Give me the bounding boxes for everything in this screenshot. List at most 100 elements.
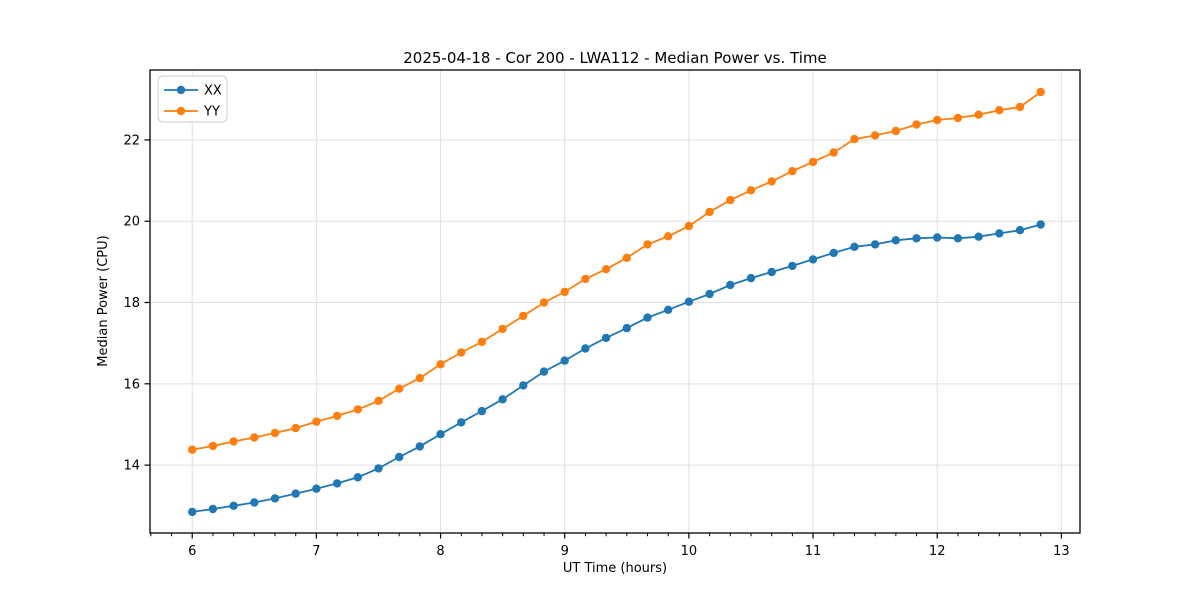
data-point [353,405,362,414]
x-tick-label: 8 [436,544,444,559]
data-point [684,221,694,231]
x-tick-label: 12 [929,544,946,559]
data-point [457,418,466,427]
data-point [891,236,900,245]
data-point [291,489,300,498]
series-xx [188,220,1045,517]
x-axis-label: UT Time (hours) [563,561,667,576]
data-point [767,177,776,186]
data-point [560,287,569,297]
data-point [353,473,362,482]
data-point [1015,226,1025,235]
data-point [829,248,838,258]
data-point [974,110,983,119]
data-point [912,234,921,243]
y-tick-label: 16 [123,377,140,392]
data-point [953,234,963,243]
data-point [250,433,259,442]
data-point [270,494,280,503]
data-point [208,441,218,451]
data-point [581,274,590,284]
data-point [395,452,404,462]
legend-label-yy: YY [203,105,220,120]
data-point [415,442,424,451]
data-point [912,120,921,129]
data-point [208,504,218,514]
series-line-yy [192,91,1042,451]
axis-ticks [144,139,1062,539]
data-point [560,356,569,365]
data-point [643,313,652,322]
data-point [601,333,611,343]
data-point [519,311,528,321]
data-point [539,298,549,307]
data-point [270,428,280,438]
data-point [498,324,507,334]
data-point [664,232,673,241]
data-point [519,381,528,390]
data-point [870,131,880,140]
x-tick-label: 10 [681,544,698,559]
data-point [705,289,714,299]
data-point [622,253,631,262]
data-point [870,240,880,249]
legend-marker-xx [176,85,186,95]
data-point [995,229,1004,238]
data-point [498,395,507,404]
legend-marker-yy [176,106,186,116]
data-series [188,87,1045,517]
data-point [581,344,590,353]
data-point [995,106,1004,115]
data-point [705,207,714,217]
y-tick-label: 14 [123,459,140,474]
data-point [374,464,383,473]
data-point [332,411,342,421]
data-point [808,157,818,167]
data-point [457,348,466,357]
legend-entry-yy: YY [164,105,220,120]
series-line-xx [192,223,1041,513]
data-point [332,479,342,488]
data-point [788,261,797,271]
data-point [1015,102,1025,112]
data-point [643,240,652,249]
series-yy [188,87,1045,454]
data-point [808,255,818,264]
y-axis-label: Median Power (CPU) [96,235,111,366]
data-point [684,297,694,306]
data-point [229,501,238,510]
data-point [953,113,963,123]
data-point [974,232,983,241]
data-point [291,423,300,433]
data-point [415,373,424,383]
data-point [188,445,197,454]
data-point [436,430,445,439]
data-point [539,367,549,376]
data-point [477,337,487,347]
data-point [622,323,631,333]
data-point [829,148,838,157]
data-point [477,406,487,416]
data-point [788,167,797,176]
data-point [726,280,735,290]
plot-border [149,69,1081,534]
legend: XX YY [157,75,228,123]
data-point [1036,87,1045,97]
data-point [250,498,259,507]
x-tick-label: 13 [1053,544,1070,559]
data-point [601,265,611,274]
data-point [746,186,756,195]
data-point [374,396,383,406]
data-point [746,273,756,283]
data-point [1036,220,1045,229]
legend-label-xx: XX [204,84,222,99]
data-point [664,305,673,314]
data-point [312,484,321,493]
data-point [726,195,735,205]
tick-labels: 6 7 8 9 10 11 12 13 14 16 18 20 22 [123,133,1069,559]
y-tick-label: 20 [123,215,140,230]
data-point [188,507,197,517]
data-point [933,115,942,125]
